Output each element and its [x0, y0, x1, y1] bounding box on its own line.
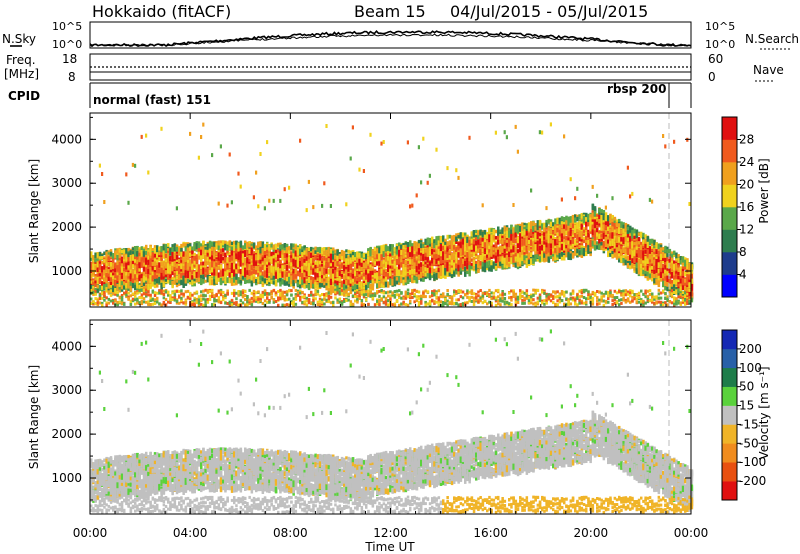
y-tick-label: 3000	[51, 383, 82, 397]
x-tick-label: 00:00	[674, 526, 709, 540]
nsky-right-tick-top: 10^5	[705, 20, 735, 33]
y-tick-label: 1000	[51, 471, 82, 485]
x-tick-label: 20:00	[574, 526, 609, 540]
velocity-colorbar-tick: 50	[739, 380, 754, 394]
colorbar-swatch	[722, 162, 737, 185]
power-colorbar: 4 8 12 16 20 24 28	[721, 116, 754, 298]
colorbar-swatch	[722, 386, 737, 406]
nsky-panel: N.Sky 10^5 10^0 10^5 10^0 N.Search	[2, 20, 799, 51]
x-axis-label: Time UT	[364, 540, 415, 554]
power-colorbar-label: Power [dB]	[757, 158, 771, 223]
velocity-heatmap	[90, 329, 694, 514]
freq-right-tick-bottom: 0	[708, 70, 716, 84]
velocity-colorbar-label: Velocity [m s⁻¹]	[757, 366, 771, 459]
freq-label-line2: [MHz]	[4, 67, 39, 81]
colorbar-swatch	[722, 252, 737, 275]
power-colorbar-tick: 12	[739, 223, 754, 237]
colorbar-swatch	[722, 184, 737, 208]
colorbar-swatch	[722, 207, 737, 230]
power-colorbar-tick: 8	[739, 245, 747, 259]
power-panel: 1000 2000 3000 4000 Slant Range [km] 4 8 12 16…	[27, 112, 771, 308]
colorbar-swatch	[722, 462, 737, 482]
cpid-right-text: rbsp 200	[607, 82, 666, 96]
colorbar-swatch	[722, 481, 737, 501]
freq-left-tick-top: 18	[62, 52, 77, 66]
y-tick-label: 1000	[51, 264, 82, 278]
y-tick-label: 2000	[51, 427, 82, 441]
velocity-colorbar-tick: -15	[739, 417, 759, 431]
velocity-ylabel: Slant Range [km]	[27, 365, 41, 469]
y-tick-label: 4000	[51, 339, 82, 353]
date-range: 04/Jul/2015 - 05/Jul/2015	[450, 2, 648, 21]
power-colorbar-tick: 20	[739, 178, 754, 192]
velocity-panel: 1000 2000 3000 4000 Slant Range [km] 200 100…	[27, 319, 771, 515]
power-colorbar-tick: 24	[739, 155, 754, 169]
freq-left-tick-bottom: 8	[68, 70, 76, 84]
colorbar-swatch	[722, 274, 737, 298]
nsky-left-tick-bottom: 10^0	[52, 38, 82, 51]
beam-title: Beam 15	[354, 2, 426, 21]
station-title: Hokkaido (fitACF)	[92, 2, 231, 21]
velocity-colorbar-tick: 200	[739, 342, 762, 356]
colorbar-swatch	[722, 367, 737, 387]
cpid-left-text: normal (fast) 151	[93, 93, 211, 107]
colorbar-swatch	[722, 424, 737, 444]
x-tick-label: 00:00	[73, 526, 108, 540]
power-colorbar-tick: 28	[739, 133, 754, 147]
velocity-colorbar-tick: -200	[739, 474, 766, 488]
cpid-panel: CPID normal (fast) 151 rbsp 200	[8, 82, 692, 108]
velocity-colorbar-tick: -50	[739, 436, 759, 450]
freq-label-line1: Freq.	[6, 53, 36, 67]
power-colorbar-tick: 16	[739, 200, 754, 214]
nsky-right-tick-bottom: 10^0	[705, 38, 735, 51]
time-axis: 00:00 04:00 08:00 12:00 16:00 20:00 00:00	[73, 113, 709, 540]
power-heatmap	[90, 122, 694, 307]
colorbar-swatch	[722, 229, 737, 253]
velocity-colorbar-tick: 15	[739, 399, 754, 413]
cpid-label: CPID	[8, 89, 40, 103]
frequency-panel: Freq. [MHz] 18 8 60 0 Nave	[4, 52, 784, 84]
power-ylabel: Slant Range [km]	[27, 159, 41, 263]
velocity-colorbar-tick: 100	[739, 361, 762, 375]
colorbar-swatch	[722, 139, 737, 163]
y-tick-label: 3000	[51, 176, 82, 190]
x-tick-label: 16:00	[473, 526, 508, 540]
colorbar-swatch	[722, 405, 737, 425]
colorbar-swatch	[722, 117, 737, 140]
freq-right-tick-top: 60	[708, 52, 723, 66]
nsky-label: N.Sky	[2, 32, 36, 46]
nave-label: Nave	[753, 63, 784, 77]
x-tick-label: 04:00	[173, 526, 208, 540]
y-tick-label: 4000	[51, 132, 82, 146]
colorbar-swatch	[722, 443, 737, 463]
x-tick-label: 08:00	[273, 526, 308, 540]
colorbar-swatch	[722, 348, 737, 369]
colorbar-swatch	[722, 330, 737, 350]
x-tick-label: 12:00	[373, 526, 408, 540]
velocity-colorbar: 200 100 50 15 -15 -50 -100 -200	[721, 329, 766, 501]
y-tick-label: 2000	[51, 220, 82, 234]
velocity-colorbar-tick: -100	[739, 455, 766, 469]
power-colorbar-tick: 4	[739, 268, 747, 282]
nsky-line	[89, 30, 692, 48]
nsearch-line	[89, 33, 692, 47]
nsearch-label: N.Search	[745, 32, 799, 46]
nsky-left-tick-top: 10^5	[52, 20, 82, 33]
